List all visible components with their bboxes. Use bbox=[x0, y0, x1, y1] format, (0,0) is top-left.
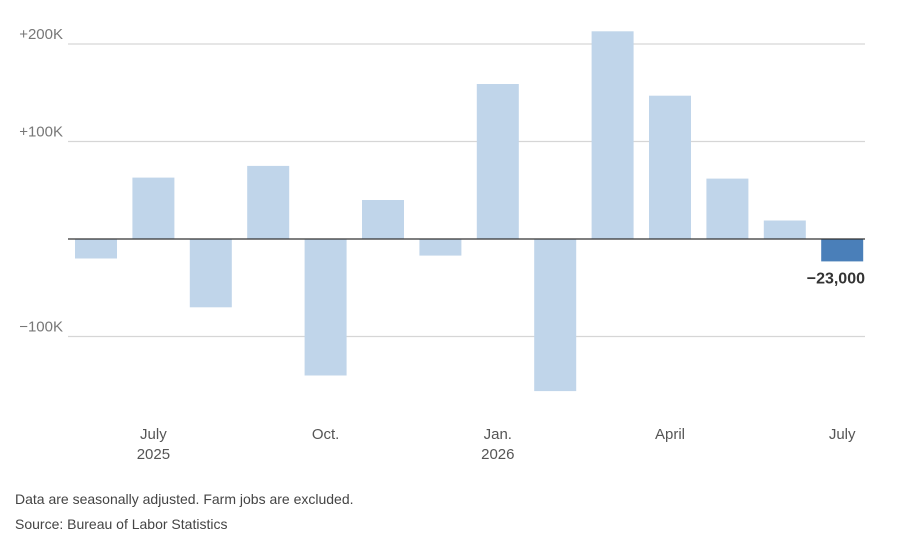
x-tick-label: Jan. bbox=[484, 426, 512, 443]
bar bbox=[706, 178, 749, 239]
x-tick-label: Oct. bbox=[312, 426, 340, 443]
bar bbox=[304, 239, 347, 376]
footnote-seasonal: Data are seasonally adjusted. Farm jobs … bbox=[15, 491, 354, 507]
labels: +200K +100K −100K −23,000 July 2025 Oct. Jan. 20… bbox=[19, 26, 865, 463]
bar bbox=[419, 239, 462, 256]
highlight-data-label: −23,000 bbox=[807, 270, 865, 287]
x-tick-year-label: 2025 bbox=[137, 446, 170, 463]
bar bbox=[591, 31, 634, 239]
bar bbox=[247, 165, 290, 239]
x-tick-year-label: 2026 bbox=[481, 446, 514, 463]
footnote-source: Source: Bureau of Labor Statistics bbox=[15, 516, 228, 532]
y-tick-label: +100K bbox=[19, 124, 63, 141]
bar bbox=[362, 200, 404, 239]
bar-highlight bbox=[821, 239, 864, 262]
bar bbox=[534, 239, 577, 392]
gridlines bbox=[68, 43, 865, 338]
x-tick-label: July bbox=[829, 426, 856, 443]
x-tick-label: April bbox=[655, 426, 685, 443]
x-tick-label: July bbox=[140, 426, 167, 443]
bar bbox=[476, 84, 519, 239]
bar bbox=[132, 177, 175, 239]
y-tick-label: −100K bbox=[19, 319, 63, 336]
bar bbox=[75, 239, 117, 259]
y-tick-label: +200K bbox=[19, 26, 63, 43]
bar-chart: +200K +100K −100K −23,000 July 2025 Oct. Jan. 20… bbox=[19, 26, 865, 463]
bar bbox=[649, 95, 691, 239]
bars bbox=[75, 31, 864, 392]
bar bbox=[189, 239, 232, 308]
bar bbox=[763, 220, 806, 239]
